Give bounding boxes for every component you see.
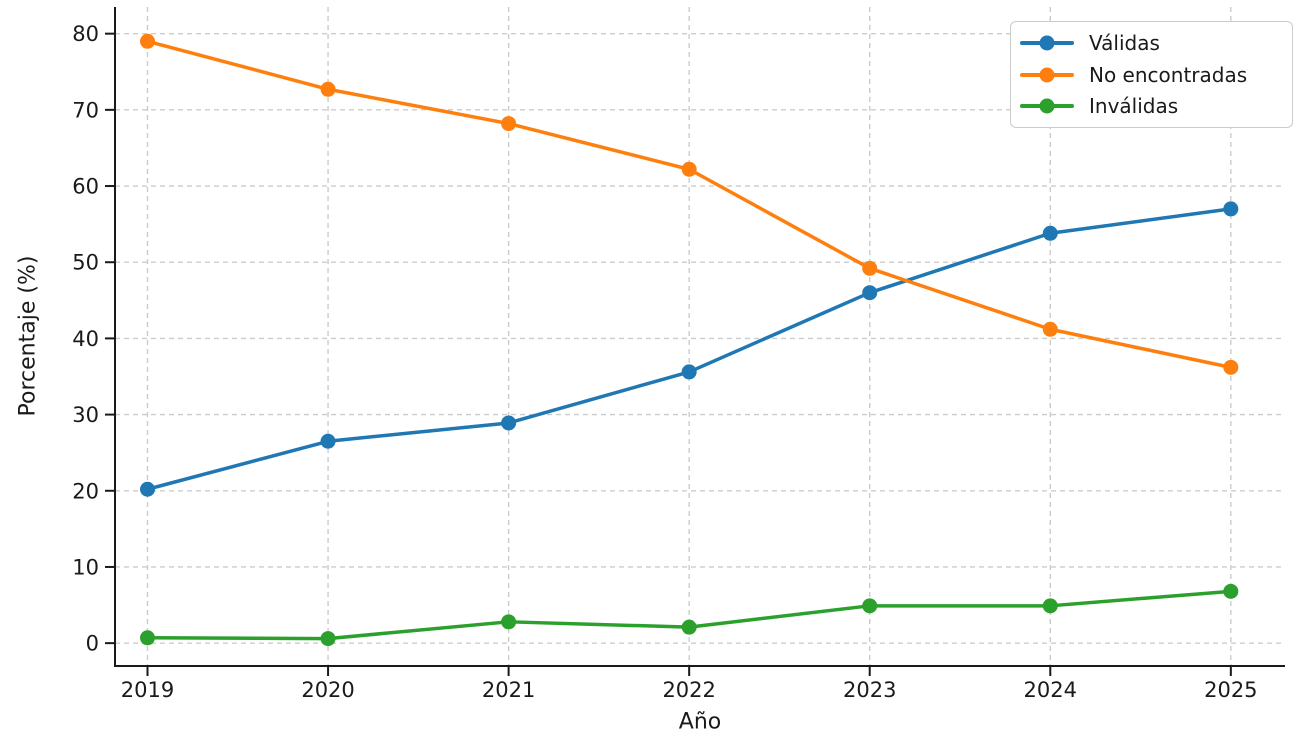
legend-item-validas: Válidas xyxy=(1019,31,1286,55)
y-tick-label: 10 xyxy=(72,555,99,579)
series-marker-1 xyxy=(140,33,155,49)
series-marker-1 xyxy=(501,116,517,132)
series-marker-0 xyxy=(1223,201,1239,217)
series-marker-0 xyxy=(1042,225,1058,241)
series-marker-0 xyxy=(320,433,336,449)
y-tick-label: 30 xyxy=(72,403,99,427)
x-tick-label: 2020 xyxy=(301,678,354,702)
series-marker-1 xyxy=(681,161,697,177)
series-marker-2 xyxy=(501,614,517,630)
legend-dot-sample xyxy=(1039,98,1055,114)
series-marker-2 xyxy=(140,630,155,646)
y-tick-label: 80 xyxy=(72,22,99,46)
series-marker-2 xyxy=(862,598,878,614)
y-tick-label: 0 xyxy=(86,632,99,656)
series-marker-0 xyxy=(681,364,697,380)
legend-item-no-encontradas: No encontradas xyxy=(1019,63,1286,87)
y-tick-label: 50 xyxy=(72,251,99,275)
x-tick-label: 2023 xyxy=(843,678,896,702)
series-marker-1 xyxy=(862,260,878,276)
legend-label: Inválidas xyxy=(1089,93,1179,118)
series-marker-2 xyxy=(1042,598,1058,614)
series-marker-0 xyxy=(140,481,155,497)
y-tick-label: 40 xyxy=(72,327,99,351)
x-tick-label: 2021 xyxy=(482,678,535,702)
series-marker-1 xyxy=(1042,321,1058,337)
line-marker-icon xyxy=(1020,98,1074,114)
series-marker-1 xyxy=(1223,359,1239,375)
x-tick-label: 2019 xyxy=(121,678,174,702)
y-axis-label: Porcentaje (%) xyxy=(15,255,41,417)
x-tick-label: 2024 xyxy=(1024,678,1077,702)
legend-dot-sample xyxy=(1039,67,1055,82)
legend-label: No encontradas xyxy=(1089,62,1248,87)
line-marker-icon xyxy=(1020,35,1074,51)
series-marker-2 xyxy=(681,619,697,635)
y-tick-label: 70 xyxy=(72,98,99,122)
y-tick-label: 20 xyxy=(72,479,99,503)
legend-item-invalidas: Inválidas xyxy=(1019,94,1286,118)
x-axis-label: Año xyxy=(678,709,722,735)
legend-label: Válidas xyxy=(1089,31,1160,56)
legend-dot-sample xyxy=(1039,35,1055,51)
series-marker-2 xyxy=(320,631,336,647)
series-marker-2 xyxy=(1223,583,1239,599)
x-tick-label: 2025 xyxy=(1204,678,1257,702)
series-marker-0 xyxy=(501,415,517,431)
x-tick-label: 2022 xyxy=(662,678,715,702)
y-tick-label: 60 xyxy=(72,175,99,199)
legend: Válidas No encontradas Inválidas xyxy=(1010,21,1293,128)
series-marker-0 xyxy=(862,285,878,301)
series-marker-1 xyxy=(320,81,336,97)
line-marker-icon xyxy=(1020,67,1074,82)
